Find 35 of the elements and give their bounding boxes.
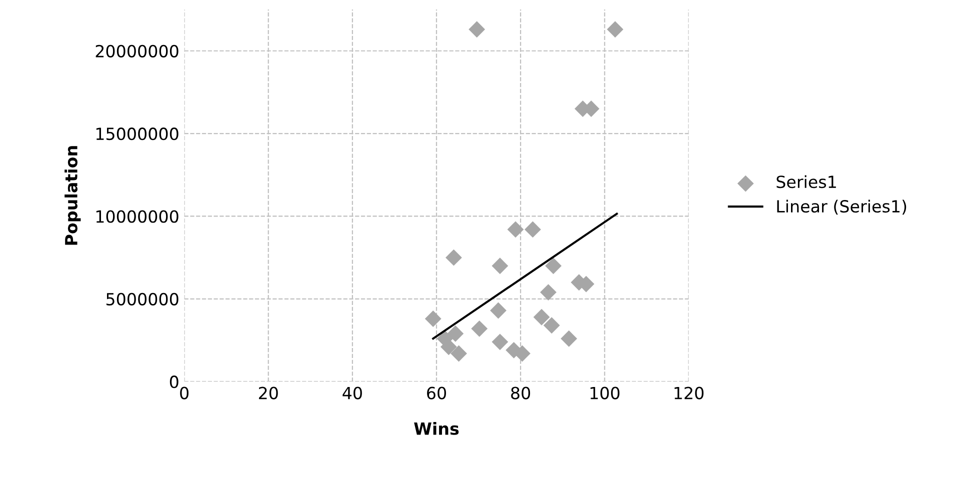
point — [447, 325, 464, 342]
legend-label: Series1 — [776, 175, 836, 188]
y-tick-label: 20000000 — [96, 44, 178, 58]
x-tick-label: 60 — [427, 386, 446, 400]
x-tick-label: 40 — [342, 386, 362, 400]
y-tick-label: 15000000 — [96, 128, 178, 140]
point — [514, 345, 530, 362]
point — [468, 21, 486, 38]
x-tick-label: 80 — [511, 386, 530, 400]
point — [533, 308, 550, 326]
x-tick-label: 120 — [674, 386, 704, 400]
x-tick-label: 100 — [590, 386, 620, 400]
y-tick-label: 10000000 — [96, 210, 178, 223]
point — [540, 284, 557, 301]
point — [471, 320, 488, 337]
x-tick-label: 20 — [258, 386, 278, 400]
point — [606, 21, 624, 38]
point — [424, 310, 442, 327]
point — [543, 317, 560, 334]
x-axis-title: Wins — [414, 422, 459, 435]
point — [492, 334, 508, 350]
point — [545, 258, 562, 274]
point — [490, 302, 507, 319]
y-axis-title: Population — [64, 146, 81, 245]
point — [507, 221, 524, 238]
point — [450, 345, 467, 362]
x-tick-label: 0 — [180, 386, 188, 400]
point — [446, 249, 462, 266]
y-tick-label: 0 — [170, 376, 178, 388]
legend-label: Linear (Series1) — [777, 200, 906, 215]
y-tick-label: 5000000 — [106, 292, 178, 306]
point — [440, 338, 457, 356]
point — [524, 221, 541, 238]
point — [492, 258, 508, 274]
point — [560, 330, 578, 347]
